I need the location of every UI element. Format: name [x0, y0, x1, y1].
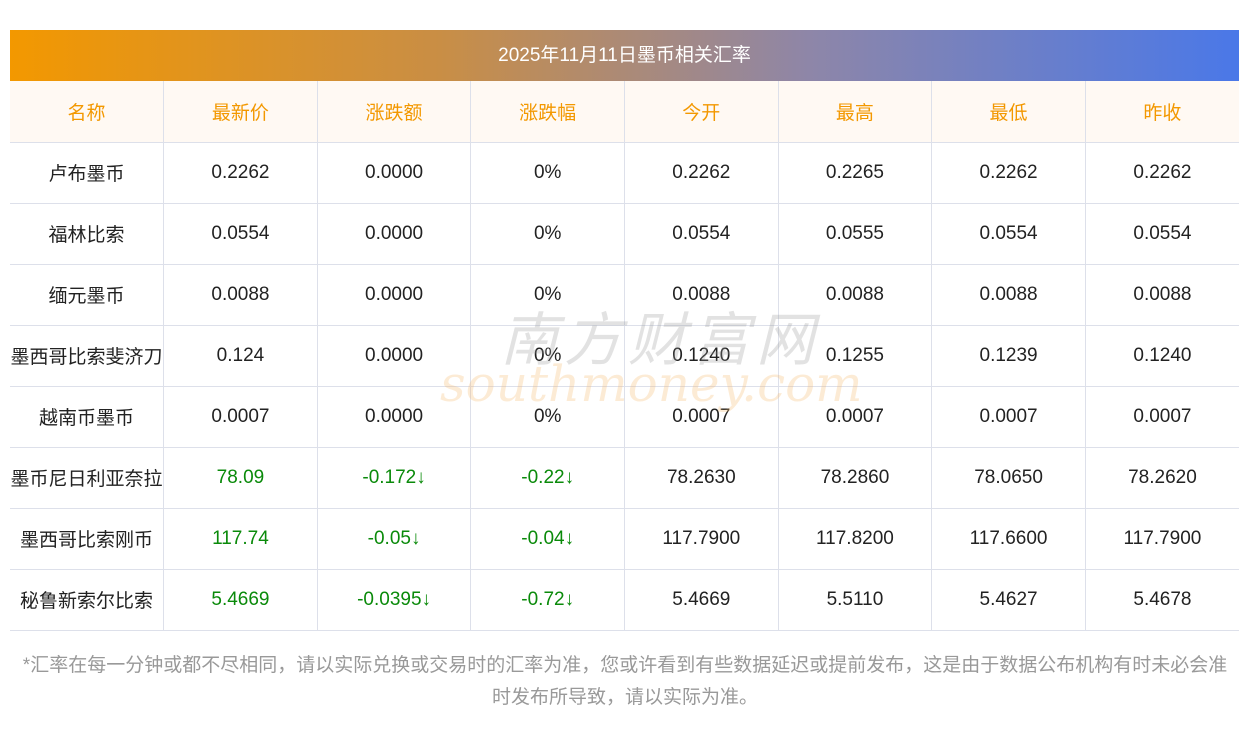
table-title: 2025年11月11日墨币相关汇率: [10, 30, 1239, 81]
value-cell: 0.0007: [777, 385, 933, 448]
value-cell: 0.0554: [624, 202, 779, 265]
value-cell: 0%: [470, 385, 625, 448]
value-cell: 5.4669: [163, 568, 318, 631]
value-cell: -0.05↓: [316, 507, 472, 570]
currency-name-cell: 墨西哥比索斐济刀: [10, 324, 165, 387]
table-row: 墨币尼日利亚奈拉 78.09 -0.172↓ -0.22↓ 78.2630 78.2860…: [10, 446, 1239, 509]
value-cell: 0.0554: [1084, 202, 1239, 265]
value-cell: 0.0000: [316, 141, 472, 204]
value-cell: 117.7900: [624, 507, 779, 570]
value-cell: 0.0088: [931, 263, 1086, 326]
table-row: 卢布墨币 0.2262 0.0000 0% 0.2262 0.2265 0.2262 0.22…: [10, 141, 1239, 204]
value-cell: 0%: [470, 324, 625, 387]
column-header: 最低: [931, 81, 1086, 143]
currency-name-cell: 越南币墨币: [10, 385, 165, 448]
value-cell: 0.0007: [1084, 385, 1239, 448]
value-cell: 78.2860: [777, 446, 933, 509]
exchange-rate-table: 名称 最新价 涨跌额 涨跌幅 今开 最高 最低 昨收 卢布墨币 0.2262 0.0000 0% 0.…: [10, 81, 1239, 631]
table-row: 墨西哥比索刚币 117.74 -0.05↓ -0.04↓ 117.7900 117.820…: [10, 507, 1239, 570]
table-row: 秘鲁新索尔比索 5.4669 -0.0395↓ -0.72↓ 5.4669 5.5110 5…: [10, 568, 1239, 631]
value-cell: 5.4678: [1084, 568, 1239, 631]
currency-name-cell: 卢布墨币: [10, 141, 165, 204]
value-cell: 0.0007: [624, 385, 779, 448]
table-row: 墨西哥比索斐济刀 0.124 0.0000 0% 0.1240 0.1255 0.1239 0…: [10, 324, 1239, 387]
value-cell: 0.1255: [777, 324, 933, 387]
currency-name-cell: 福林比索: [10, 202, 165, 265]
value-cell: 78.2620: [1084, 446, 1239, 509]
column-header: 最高: [777, 81, 933, 143]
value-cell: 0.0088: [777, 263, 933, 326]
value-cell: 0.2262: [1084, 141, 1239, 204]
value-cell: -0.172↓: [316, 446, 472, 509]
currency-name-cell: 缅元墨币: [10, 263, 165, 326]
value-cell: 0.2262: [163, 141, 318, 204]
value-cell: 5.5110: [777, 568, 933, 631]
value-cell: 0%: [470, 202, 625, 265]
value-cell: 117.74: [163, 507, 318, 570]
value-cell: 0.0000: [316, 202, 472, 265]
value-cell: 117.8200: [777, 507, 933, 570]
value-cell: -0.22↓: [470, 446, 625, 509]
value-cell: 78.0650: [931, 446, 1086, 509]
column-header: 涨跌幅: [470, 81, 625, 143]
value-cell: 0%: [470, 141, 625, 204]
value-cell: 78.2630: [624, 446, 779, 509]
value-cell: 78.09: [163, 446, 318, 509]
table-row: 福林比索 0.0554 0.0000 0% 0.0554 0.0555 0.0554 0.05…: [10, 202, 1239, 265]
value-cell: 0%: [470, 263, 625, 326]
value-cell: -0.0395↓: [316, 568, 472, 631]
value-cell: -0.04↓: [470, 507, 625, 570]
value-cell: 0.2262: [931, 141, 1086, 204]
column-header: 涨跌额: [316, 81, 472, 143]
value-cell: 0.0555: [777, 202, 933, 265]
table-row: 越南币墨币 0.0007 0.0000 0% 0.0007 0.0007 0.0007 0.0…: [10, 385, 1239, 448]
value-cell: 0.0007: [163, 385, 318, 448]
value-cell: 117.7900: [1084, 507, 1239, 570]
value-cell: -0.72↓: [470, 568, 625, 631]
value-cell: 0.0000: [316, 324, 472, 387]
column-header: 名称: [10, 81, 165, 143]
column-header: 最新价: [163, 81, 318, 143]
value-cell: 117.6600: [931, 507, 1086, 570]
value-cell: 5.4669: [624, 568, 779, 631]
value-cell: 0.0000: [316, 263, 472, 326]
header-row: 名称 最新价 涨跌额 涨跌幅 今开 最高 最低 昨收: [10, 81, 1239, 143]
value-cell: 0.0000: [316, 385, 472, 448]
value-cell: 0.0088: [624, 263, 779, 326]
column-header: 昨收: [1084, 81, 1239, 143]
value-cell: 0.1239: [931, 324, 1086, 387]
value-cell: 0.0554: [931, 202, 1086, 265]
value-cell: 0.124: [163, 324, 318, 387]
value-cell: 0.1240: [1084, 324, 1239, 387]
value-cell: 0.0007: [931, 385, 1086, 448]
value-cell: 0.0088: [1084, 263, 1239, 326]
currency-name-cell: 墨币尼日利亚奈拉: [10, 446, 165, 509]
value-cell: 5.4627: [931, 568, 1086, 631]
column-header: 今开: [624, 81, 779, 143]
table-row: 缅元墨币 0.0088 0.0000 0% 0.0088 0.0088 0.0088 0.00…: [10, 263, 1239, 326]
currency-name-cell: 秘鲁新索尔比索: [10, 568, 165, 631]
value-cell: 0.2265: [777, 141, 933, 204]
value-cell: 0.1240: [624, 324, 779, 387]
value-cell: 0.0554: [163, 202, 318, 265]
currency-name-cell: 墨西哥比索刚币: [10, 507, 165, 570]
value-cell: 0.0088: [163, 263, 318, 326]
value-cell: 0.2262: [624, 141, 779, 204]
disclaimer-note: *汇率在每一分钟或都不尽相同，请以实际兑换或交易时的汇率为准，您或许看到有些数据…: [22, 655, 1228, 708]
